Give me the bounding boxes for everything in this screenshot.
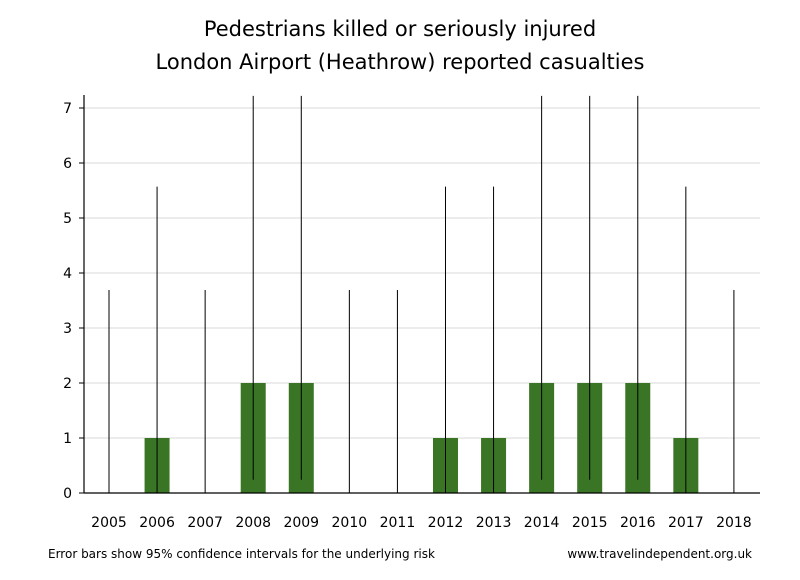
x-tick-label: 2014 bbox=[524, 515, 560, 531]
y-tick-label: 5 bbox=[63, 211, 72, 227]
y-tick-label: 1 bbox=[63, 431, 72, 447]
x-tick-label: 2015 bbox=[572, 515, 608, 531]
y-tick-label: 0 bbox=[63, 486, 72, 502]
y-tick-label: 3 bbox=[63, 321, 72, 337]
gridlines bbox=[84, 107, 760, 439]
x-tick-label: 2016 bbox=[620, 515, 656, 531]
y-tick-labels: 0 1 2 3 4 5 6 7 bbox=[63, 101, 72, 502]
x-tick-label: 2017 bbox=[668, 515, 704, 531]
x-tick-label: 2010 bbox=[332, 515, 368, 531]
x-tick-labels: 2005 2006 2007 2008 2009 2010 2011 2012 2013 2014… bbox=[91, 515, 752, 531]
error-bar-note: Error bars show 95% confidence intervals… bbox=[48, 547, 435, 561]
y-tick-label: 7 bbox=[63, 101, 72, 117]
y-tick-label: 6 bbox=[63, 156, 72, 172]
x-tick-label: 2009 bbox=[283, 515, 319, 531]
x-tick-label: 2006 bbox=[139, 515, 175, 531]
y-tick-label: 2 bbox=[63, 376, 72, 392]
axes bbox=[79, 95, 760, 494]
source-credit: www.travelindependent.org.uk bbox=[567, 547, 752, 561]
error-bars bbox=[108, 95, 735, 493]
x-tick-label: 2012 bbox=[428, 515, 464, 531]
x-tick-label: 2007 bbox=[187, 515, 223, 531]
x-tick-label: 2011 bbox=[380, 515, 416, 531]
x-tick-label: 2013 bbox=[476, 515, 512, 531]
x-tick-label: 2005 bbox=[91, 515, 127, 531]
x-tick-label: 2018 bbox=[716, 515, 752, 531]
chart-subtitle: London Airport (Heathrow) reported casua… bbox=[156, 50, 645, 74]
x-tick-label: 2008 bbox=[235, 515, 271, 531]
y-tick-label: 4 bbox=[63, 266, 72, 282]
chart-title: Pedestrians killed or seriously injured bbox=[204, 17, 596, 41]
